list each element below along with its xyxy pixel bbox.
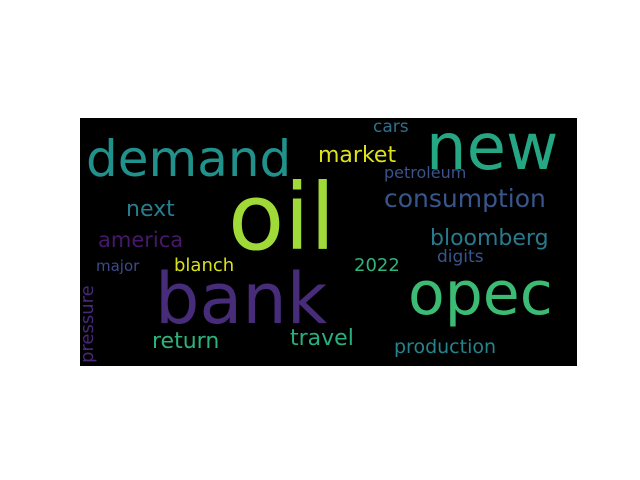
word-major: major bbox=[96, 257, 140, 275]
word-market: market bbox=[318, 143, 397, 168]
word-travel: travel bbox=[290, 326, 354, 351]
word-next: next bbox=[126, 197, 175, 222]
word-opec: opec bbox=[408, 259, 553, 329]
word-bloomberg: bloomberg bbox=[430, 226, 549, 251]
word-america: america bbox=[98, 228, 184, 252]
word-cars: cars bbox=[373, 118, 409, 137]
word-pressure: pressure bbox=[80, 285, 98, 363]
word-consumption: consumption bbox=[384, 184, 546, 213]
word-bank: bank bbox=[155, 258, 328, 340]
word-petroleum: petroleum bbox=[384, 163, 467, 182]
word-return: return bbox=[152, 329, 220, 354]
word-cloud: oil bank new opec demand consumption mar… bbox=[80, 118, 577, 366]
word-production: production bbox=[394, 336, 497, 358]
word-digits: digits bbox=[437, 247, 484, 267]
word-new: new bbox=[426, 118, 559, 185]
word-demand: demand bbox=[86, 130, 292, 188]
word-2022: 2022 bbox=[354, 255, 400, 276]
word-blanch: blanch bbox=[174, 255, 235, 276]
word-oil: oil bbox=[228, 164, 336, 271]
